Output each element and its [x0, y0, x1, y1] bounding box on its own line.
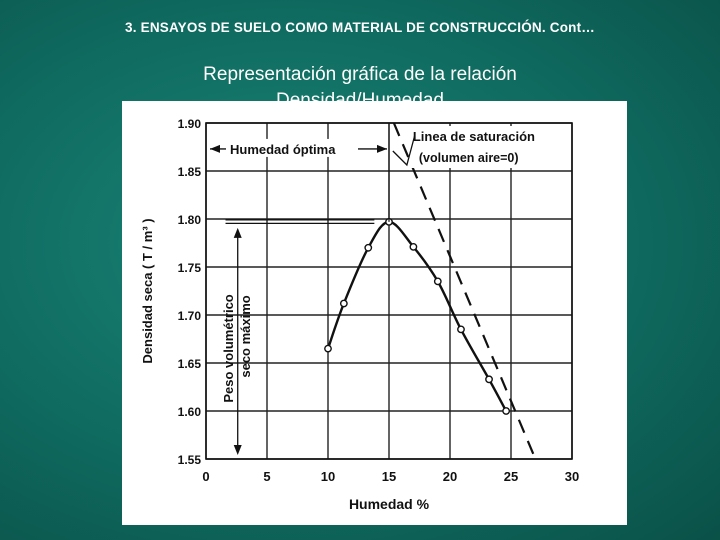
annotation-layer: Peso volumétrico seco máximo Humedad óptim…	[210, 123, 568, 455]
arrow-head-right	[377, 144, 387, 153]
arrow-head-left	[210, 144, 220, 153]
subtitle-line-1: Representación gráfica de la relación	[203, 64, 517, 85]
data-point	[364, 243, 373, 252]
vertical-label-2: seco máximo	[238, 295, 253, 377]
data-point	[324, 344, 332, 353]
slide-header: 3. ENSAYOS DE SUELO COMO MATERIAL DE CON…	[125, 20, 595, 35]
y-tick-label: 1.80	[178, 213, 202, 227]
x-tick-label: 20	[443, 469, 457, 484]
compaction-curve	[326, 220, 508, 412]
saturation-label: Linea de saturación	[413, 129, 535, 144]
data-point	[485, 375, 493, 384]
x-tick-label: 30	[565, 469, 579, 484]
y-tick-label: 1.60	[178, 405, 202, 419]
x-tick-label: 0	[202, 469, 209, 484]
saturation-label-bg	[408, 126, 568, 168]
plot-frame	[205, 122, 573, 460]
series-layer	[324, 122, 537, 460]
data-point	[339, 299, 348, 308]
y-tick-label: 1.55	[178, 453, 202, 467]
vertical-label-1: Peso volumétrico	[221, 294, 236, 402]
optimum-label-bg	[226, 138, 358, 157]
x-tick-label: 5	[263, 469, 270, 484]
x-axis-label: Humedad %	[349, 496, 430, 512]
optimum-label: Humedad óptima	[230, 142, 336, 157]
compaction-chart: 0 5 10 15 20 25 30 1.55 1.60 1.65 1.70 1.75 1.80 1.85…	[140, 117, 580, 512]
x-tick-label: 25	[504, 469, 518, 484]
saturation-line	[392, 122, 537, 460]
y-tick-label: 1.70	[178, 309, 202, 323]
y-tick-label: 1.85	[178, 165, 202, 179]
y-axis-label: Densidad seca ( T / m³ )	[140, 218, 155, 363]
x-tick-label: 10	[321, 469, 335, 484]
data-point	[457, 325, 465, 334]
saturation-sublabel: (volumen aire=0)	[419, 151, 519, 165]
chart-panel: 0 5 10 15 20 25 30 1.55 1.60 1.65 1.70 1.75 1.80 1.85…	[122, 101, 627, 525]
data-point	[502, 407, 511, 415]
data-point	[409, 242, 418, 251]
y-tick-label: 1.65	[178, 357, 202, 371]
saturation-pointer	[392, 134, 416, 167]
y-tick-label: 1.75	[178, 261, 202, 275]
y-tick-label: 1.90	[178, 117, 202, 131]
data-point	[433, 277, 442, 286]
arrow-head-up	[233, 227, 242, 238]
arrow-head-down	[233, 445, 242, 455]
tick-labels: 0 5 10 15 20 25 30 1.55 1.60 1.65 1.70 1.75 1.80 1.85…	[178, 117, 580, 484]
x-tick-label: 15	[382, 469, 396, 484]
